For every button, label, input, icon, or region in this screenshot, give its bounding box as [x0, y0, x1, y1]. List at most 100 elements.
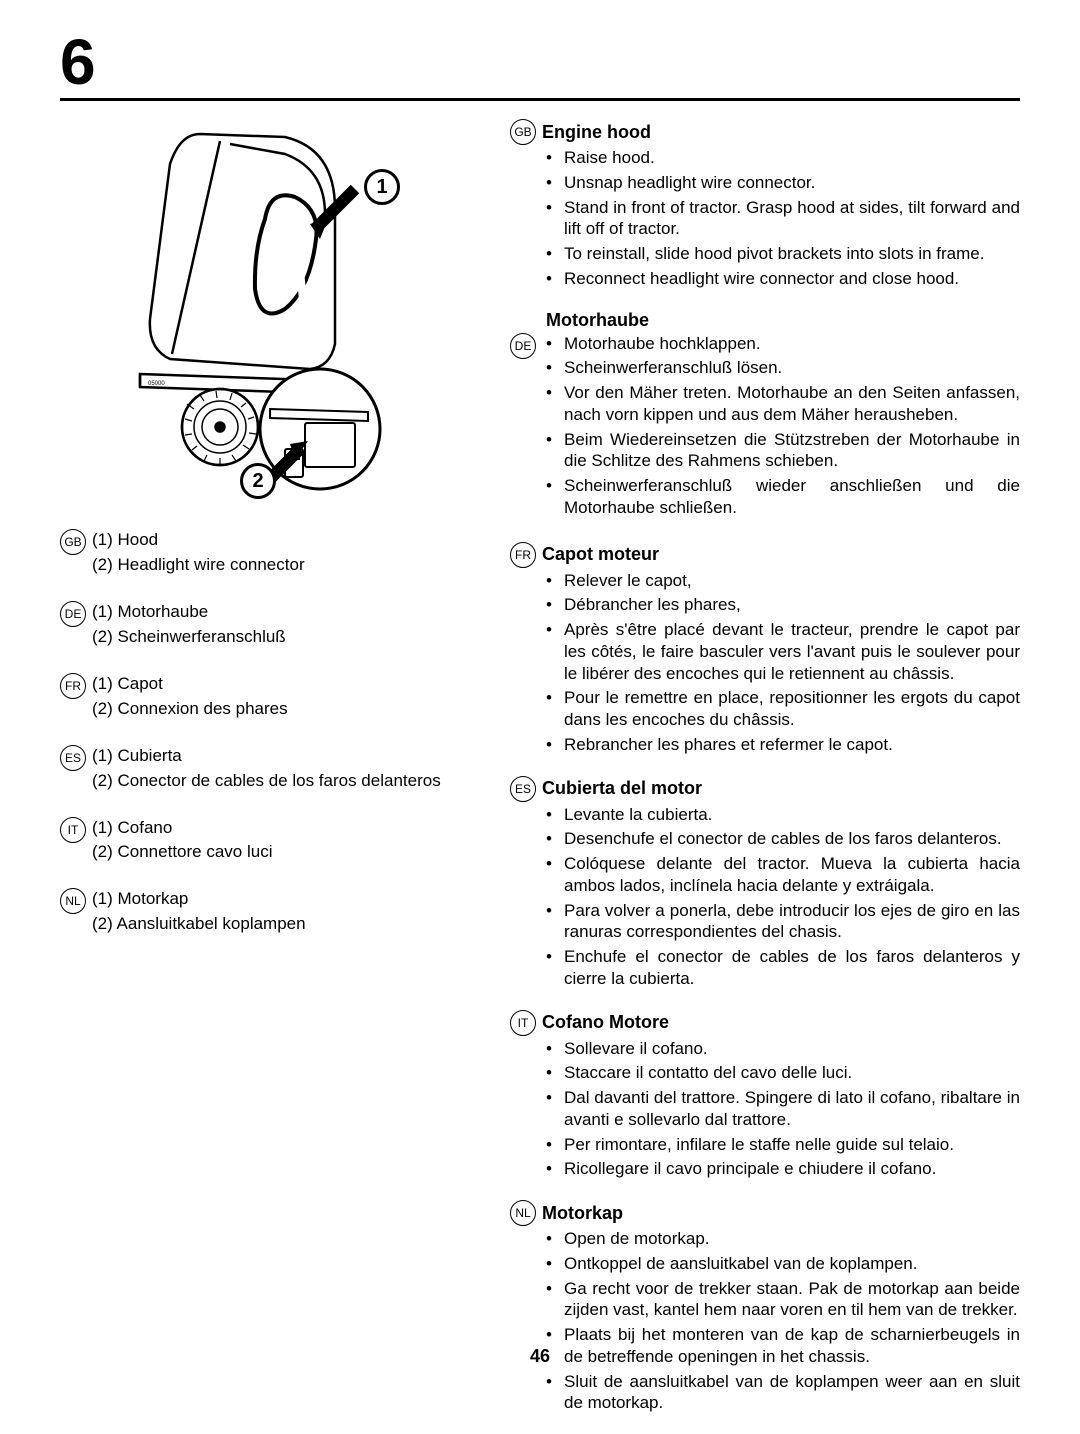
bullet-item: Sollevare il cofano. — [546, 1038, 1020, 1060]
instruction-sections: GB Engine hood Raise hood. Unsnap headlight… — [510, 119, 1020, 1414]
legend-lines: (1) Hood(2) Headlight wire connector — [92, 529, 305, 579]
bullet-item: Stand in front of tractor. Grasp hood at… — [546, 197, 1020, 241]
legend-line: (2) Connexion des phares — [92, 698, 288, 721]
legend-block: FR(1) Capot(2) Connexion des phares — [60, 673, 480, 723]
section-title: Capot moteur — [542, 544, 659, 565]
bullet-item: Ontkoppel de aansluitkabel van de koplam… — [546, 1253, 1020, 1275]
bullet-item: Para volver a ponerla, debe introducir l… — [546, 900, 1020, 944]
legend-lines: (1) Capot(2) Connexion des phares — [92, 673, 288, 723]
country-code-icon: GB — [510, 119, 536, 145]
legend-lines: (1) Motorhaube(2) Scheinwerferanschluß — [92, 601, 286, 651]
section-header: GB Engine hood — [510, 119, 1020, 145]
bullet-item: Colóquese delante del tractor. Mueva la … — [546, 853, 1020, 897]
bullet-item: Staccare il contatto del cavo delle luci… — [546, 1062, 1020, 1084]
country-code-icon: IT — [510, 1010, 536, 1036]
bullet-item: Per rimontare, infilare le staffe nelle … — [546, 1134, 1020, 1156]
bullet-item: Dal davanti del trattore. Spingere di la… — [546, 1087, 1020, 1131]
bullet-item: Scheinwerferanschluß lösen. — [546, 357, 1020, 379]
bullet-list: Sollevare il cofano.Staccare il contatto… — [510, 1038, 1020, 1181]
country-code-icon: DE — [60, 601, 86, 627]
bullet-item: Desenchufe el conector de cables de los … — [546, 828, 1020, 850]
bullet-item: Rebrancher les phares et refermer le cap… — [546, 734, 1020, 756]
bullet-list: Open de motorkap. Ontkoppel de aansluitka… — [510, 1228, 1020, 1414]
language-block: NL Motorkap Open de motorkap. Ontkoppel de … — [510, 1200, 1020, 1414]
legend-block: GB(1) Hood(2) Headlight wire connector — [60, 529, 480, 579]
language-block: MotorhaubeDEMotorhaube hochklappen.Schei… — [510, 310, 1020, 522]
bullet-item: Ga recht voor de trekker staan. Pak de m… — [546, 1278, 1020, 1322]
language-block: ES Cubierta del motor Levante la cubierta.… — [510, 776, 1020, 990]
bullet-list: Motorhaube hochklappen.Scheinwerferansch… — [542, 333, 1020, 522]
section-title: Cofano Motore — [542, 1012, 669, 1033]
bullet-item: Unsnap headlight wire connector. — [546, 172, 1020, 194]
section-title: Motorhaube — [546, 310, 649, 330]
legend-block: DE(1) Motorhaube(2) Scheinwerferanschluß — [60, 601, 480, 651]
right-column: GB Engine hood Raise hood. Unsnap headlight… — [510, 119, 1020, 1434]
bullet-item: Raise hood. — [546, 147, 1020, 169]
bullet-item: Ricollegare il cavo principale e chiuder… — [546, 1158, 1020, 1180]
country-code-icon: NL — [510, 1200, 536, 1226]
language-block: IT Cofano Motore Sollevare il cofano.Stacc… — [510, 1010, 1020, 1181]
bullet-item: Motorhaube hochklappen. — [546, 333, 1020, 355]
svg-text:05000: 05000 — [148, 381, 165, 387]
legend-line: (2) Scheinwerferanschluß — [92, 626, 286, 649]
bullet-list: Levante la cubierta.Desenchufe el conect… — [510, 804, 1020, 990]
legend-line: (1) Capot — [92, 673, 288, 696]
section-header: FR Capot moteur — [510, 542, 1020, 568]
legend-line: (1) Motorhaube — [92, 601, 286, 624]
bullet-list: Raise hood. Unsnap headlight wire connect… — [510, 147, 1020, 290]
bullet-item: Sluit de aansluitkabel van de koplampen … — [546, 1371, 1020, 1415]
country-code-icon: ES — [60, 745, 86, 771]
callout-1: 1 — [364, 169, 400, 205]
chapter-number: 6 — [60, 30, 1020, 94]
page-number: 46 — [0, 1346, 1080, 1367]
section-header: ES Cubierta del motor — [510, 776, 1020, 802]
hood-diagram: 05000 — [110, 119, 430, 499]
language-block: FR Capot moteur Relever le capot,Débranche… — [510, 542, 1020, 756]
bullet-item: Relever le capot, — [546, 570, 1020, 592]
legend-line: (2) Connettore cavo luci — [92, 841, 272, 864]
legend-line: (2) Conector de cables de los faros dela… — [92, 770, 441, 793]
country-code-icon: FR — [60, 673, 86, 699]
bullet-item: Enchufe el conector de cables de los far… — [546, 946, 1020, 990]
country-code-icon: GB — [60, 529, 86, 555]
legend-line: (1) Motorkap — [92, 888, 306, 911]
bullet-item: Scheinwerferanschluß wieder anschließen … — [546, 475, 1020, 519]
legend-block: ES(1) Cubierta(2) Conector de cables de … — [60, 745, 480, 795]
section-title: Engine hood — [542, 122, 651, 143]
bullet-item: Open de motorkap. — [546, 1228, 1020, 1250]
section-title: Motorkap — [542, 1203, 623, 1224]
section-header: IT Cofano Motore — [510, 1010, 1020, 1036]
bullet-item: Débrancher les phares, — [546, 594, 1020, 616]
bullet-list: Relever le capot,Débrancher les phares, A… — [510, 570, 1020, 756]
bullet-item: Après s'être placé devant le tracteur, p… — [546, 619, 1020, 684]
legend-line: (1) Cofano — [92, 817, 272, 840]
left-column: 05000 — [60, 119, 480, 1434]
legend-lines: (1) Cofano(2) Connettore cavo luci — [92, 817, 272, 867]
bullet-item: Levante la cubierta. — [546, 804, 1020, 826]
country-code-icon: ES — [510, 776, 536, 802]
bullet-item: Reconnect headlight wire connector and c… — [546, 268, 1020, 290]
legend-lines: (1) Cubierta(2) Conector de cables de lo… — [92, 745, 441, 795]
bullet-item: Pour le remettre en place, repositionner… — [546, 687, 1020, 731]
content-columns: 05000 — [60, 119, 1020, 1434]
callout-2: 2 — [240, 463, 276, 499]
bullet-item: To reinstall, slide hood pivot brackets … — [546, 243, 1020, 265]
legend-list: GB(1) Hood(2) Headlight wire connectorDE… — [60, 529, 480, 938]
country-code-icon: DE — [510, 333, 536, 359]
bullet-item: Vor den Mäher treten. Motorhaube an den … — [546, 382, 1020, 426]
legend-lines: (1) Motorkap(2) Aansluitkabel koplampen — [92, 888, 306, 938]
legend-line: (1) Hood — [92, 529, 305, 552]
section-header: NL Motorkap — [510, 1200, 1020, 1226]
country-code-icon: NL — [60, 888, 86, 914]
section-title: Cubierta del motor — [542, 778, 702, 799]
legend-line: (2) Aansluitkabel koplampen — [92, 913, 306, 936]
country-code-icon: IT — [60, 817, 86, 843]
legend-line: (1) Cubierta — [92, 745, 441, 768]
legend-block: NL(1) Motorkap(2) Aansluitkabel koplampe… — [60, 888, 480, 938]
legend-line: (2) Headlight wire connector — [92, 554, 305, 577]
language-block: GB Engine hood Raise hood. Unsnap headlight… — [510, 119, 1020, 290]
divider — [60, 98, 1020, 101]
country-code-icon: FR — [510, 542, 536, 568]
legend-block: IT(1) Cofano(2) Connettore cavo luci — [60, 817, 480, 867]
bullet-item: Beim Wiedereinsetzen die Stützstreben de… — [546, 429, 1020, 473]
